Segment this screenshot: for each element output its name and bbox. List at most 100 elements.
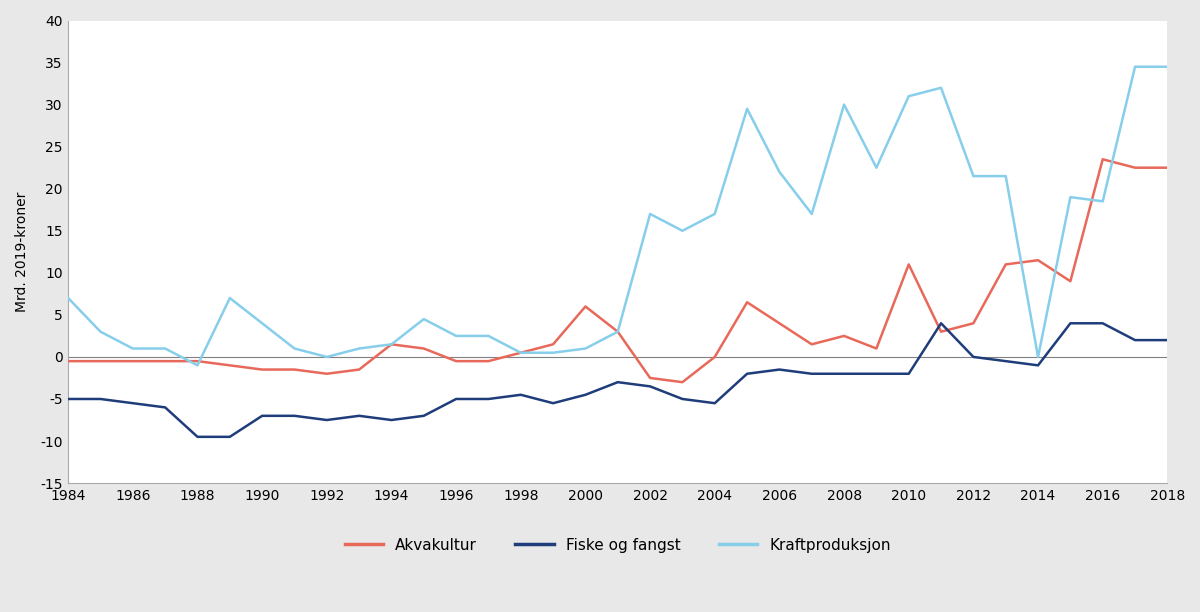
Kraftproduksjon xyxy=(1096,198,1110,205)
Akvakultur xyxy=(901,261,916,268)
Fiske og fangst xyxy=(773,366,787,373)
Akvakultur xyxy=(126,357,140,365)
Fiske og fangst xyxy=(1128,337,1142,344)
Akvakultur xyxy=(287,366,301,373)
Kraftproduksjon xyxy=(966,173,980,180)
Akvakultur xyxy=(611,328,625,335)
Kraftproduksjon xyxy=(708,211,722,218)
Akvakultur xyxy=(223,362,238,369)
Fiske og fangst xyxy=(1096,319,1110,327)
Fiske og fangst xyxy=(1063,319,1078,327)
Kraftproduksjon xyxy=(94,328,108,335)
Kraftproduksjon xyxy=(611,328,625,335)
Kraftproduksjon xyxy=(546,349,560,356)
Akvakultur xyxy=(546,341,560,348)
Kraftproduksjon xyxy=(740,105,755,113)
Akvakultur xyxy=(352,366,366,373)
Fiske og fangst xyxy=(223,433,238,441)
Fiske og fangst xyxy=(740,370,755,378)
Fiske og fangst xyxy=(254,412,269,419)
Kraftproduksjon xyxy=(934,84,948,91)
Kraftproduksjon xyxy=(1128,63,1142,70)
Kraftproduksjon xyxy=(287,345,301,352)
Kraftproduksjon xyxy=(416,315,431,323)
Kraftproduksjon xyxy=(61,294,76,302)
Fiske og fangst xyxy=(158,404,173,411)
Akvakultur xyxy=(708,353,722,360)
Akvakultur xyxy=(416,345,431,352)
Kraftproduksjon xyxy=(1160,63,1175,70)
Kraftproduksjon xyxy=(901,92,916,100)
Line: Fiske og fangst: Fiske og fangst xyxy=(68,323,1168,437)
Y-axis label: Mrd. 2019-kroner: Mrd. 2019-kroner xyxy=(14,192,29,312)
Fiske og fangst xyxy=(901,370,916,378)
Kraftproduksjon xyxy=(773,168,787,176)
Akvakultur xyxy=(481,357,496,365)
Fiske og fangst xyxy=(191,433,205,441)
Line: Akvakultur: Akvakultur xyxy=(68,159,1168,382)
Akvakultur xyxy=(191,357,205,365)
Akvakultur xyxy=(804,341,818,348)
Akvakultur xyxy=(773,319,787,327)
Fiske og fangst xyxy=(416,412,431,419)
Fiske og fangst xyxy=(61,395,76,403)
Fiske og fangst xyxy=(287,412,301,419)
Kraftproduksjon xyxy=(158,345,173,352)
Fiske og fangst xyxy=(546,400,560,407)
Akvakultur xyxy=(966,319,980,327)
Legend: Akvakultur, Fiske og fangst, Kraftproduksjon: Akvakultur, Fiske og fangst, Kraftproduk… xyxy=(338,531,896,559)
Fiske og fangst xyxy=(934,319,948,327)
Fiske og fangst xyxy=(611,378,625,386)
Fiske og fangst xyxy=(643,382,658,390)
Akvakultur xyxy=(676,378,690,386)
Kraftproduksjon xyxy=(643,211,658,218)
Akvakultur xyxy=(254,366,269,373)
Fiske og fangst xyxy=(998,357,1013,365)
Kraftproduksjon xyxy=(514,349,528,356)
Akvakultur xyxy=(514,349,528,356)
Fiske og fangst xyxy=(966,353,980,360)
Akvakultur xyxy=(643,375,658,382)
Kraftproduksjon xyxy=(449,332,463,340)
Akvakultur xyxy=(1160,164,1175,171)
Kraftproduksjon xyxy=(254,319,269,327)
Fiske og fangst xyxy=(578,391,593,398)
Kraftproduksjon xyxy=(869,164,883,171)
Akvakultur xyxy=(94,357,108,365)
Kraftproduksjon xyxy=(481,332,496,340)
Kraftproduksjon xyxy=(384,341,398,348)
Akvakultur xyxy=(740,299,755,306)
Kraftproduksjon xyxy=(223,294,238,302)
Kraftproduksjon xyxy=(319,353,334,360)
Akvakultur xyxy=(61,357,76,365)
Kraftproduksjon xyxy=(352,345,366,352)
Akvakultur xyxy=(449,357,463,365)
Fiske og fangst xyxy=(126,400,140,407)
Akvakultur xyxy=(1063,278,1078,285)
Fiske og fangst xyxy=(869,370,883,378)
Akvakultur xyxy=(1031,256,1045,264)
Akvakultur xyxy=(384,341,398,348)
Fiske og fangst xyxy=(804,370,818,378)
Fiske og fangst xyxy=(708,400,722,407)
Kraftproduksjon xyxy=(126,345,140,352)
Akvakultur xyxy=(158,357,173,365)
Fiske og fangst xyxy=(836,370,851,378)
Akvakultur xyxy=(836,332,851,340)
Fiske og fangst xyxy=(94,395,108,403)
Akvakultur xyxy=(1096,155,1110,163)
Fiske og fangst xyxy=(1160,337,1175,344)
Fiske og fangst xyxy=(449,395,463,403)
Kraftproduksjon xyxy=(998,173,1013,180)
Akvakultur xyxy=(934,328,948,335)
Kraftproduksjon xyxy=(836,101,851,108)
Kraftproduksjon xyxy=(1031,353,1045,360)
Akvakultur xyxy=(319,370,334,378)
Fiske og fangst xyxy=(319,416,334,424)
Akvakultur xyxy=(1128,164,1142,171)
Kraftproduksjon xyxy=(578,345,593,352)
Akvakultur xyxy=(869,345,883,352)
Akvakultur xyxy=(998,261,1013,268)
Fiske og fangst xyxy=(481,395,496,403)
Akvakultur xyxy=(578,303,593,310)
